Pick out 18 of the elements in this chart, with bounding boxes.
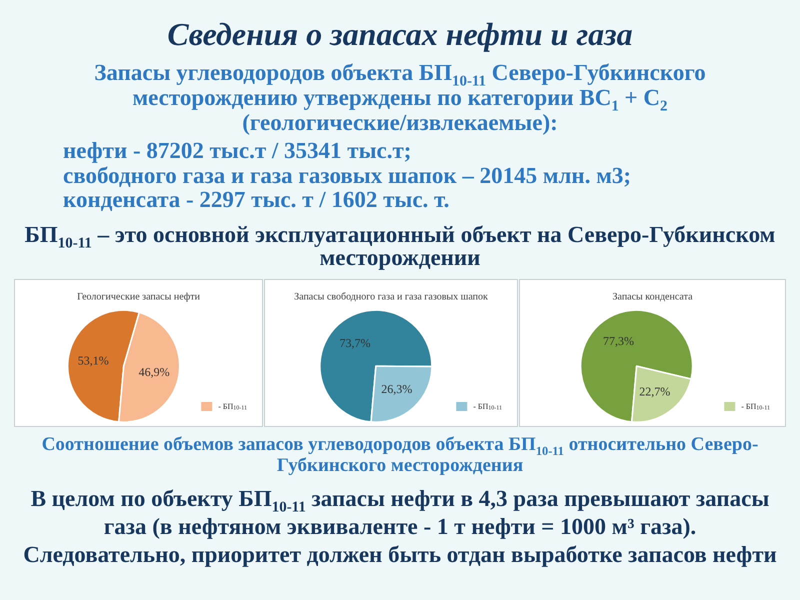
text: В целом по объекту БП$_{10-11}$ запасы нефти в 4,3 раза превышают запасы газа (в нефтяном эквиваленте - 1 т нефти = 1000 м³ газа). — [30, 485, 770, 541]
data-label: 46,9% — [138, 364, 170, 379]
text: Сведения о запасах нефти и газа — [166, 15, 634, 54]
text: конденсата - 2297 тыс. т / 1602 тыс. т. — [62, 187, 450, 212]
chart-title: Запасы конденсата — [612, 292, 694, 302]
text: нефти - 87202 тыс.т / 35341 тыс.т; — [62, 138, 412, 164]
data-label: 53,1% — [78, 353, 109, 368]
chart-title: Геологические запасы нефти — [77, 292, 201, 302]
text: свободного газа и газа газовых шапок – 20145 млн. м3; — [62, 162, 632, 188]
chart-title: Запасы свободного газа и газа газовых шапок — [294, 292, 488, 302]
data-label: 73,7% — [340, 336, 370, 350]
text: Соотношение объемов запасов углеводородов объекта БП$_{10-11}$ относительно Северо-Губкинского месторождения — [42, 434, 758, 476]
text: Следовательно, приоритет должен быть отдан выработке запасов нефти — [22, 541, 778, 568]
data-label: 77,3% — [602, 334, 634, 348]
data-label: 26,3% — [381, 382, 412, 396]
text: Запасы углеводородов объекта БП$_{10-11}$ Северо-Губкинского месторождению утверждены по категории ВС$_{1}$ + С$_{2}$ (геологические/извлекаемые): — [94, 60, 706, 135]
data-label: 22,7% — [639, 384, 670, 398]
text: БП$_{10-11}$ – это основной эксплуатационный объект на Северо-Губкинском месторождении — [24, 222, 776, 270]
